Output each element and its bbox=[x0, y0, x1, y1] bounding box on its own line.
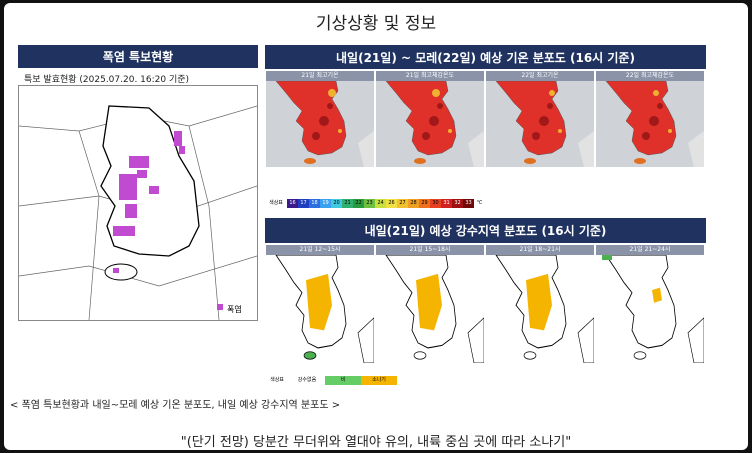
map-label: 21일 최고체감온도 bbox=[376, 71, 484, 81]
warning-legend: 폭염 bbox=[227, 305, 242, 314]
map-cell: 22일 최고체감온도 bbox=[596, 71, 704, 171]
map-cell: 21일 최고체감온도 bbox=[376, 71, 484, 171]
legend-item: 소나기 bbox=[361, 375, 397, 385]
warning-header: 폭염 특보현황 bbox=[18, 45, 258, 68]
warning-map-frame: 폭염 bbox=[18, 85, 258, 321]
map-label: 21일 21~24시 bbox=[596, 245, 704, 255]
headline: "(단기 전망) 당분간 무더위와 열대야 유의, 내륙 중심 곳에 따라 소나… bbox=[180, 435, 572, 450]
scale-value: 23 bbox=[364, 198, 375, 208]
temp-map bbox=[596, 80, 704, 167]
temp-maps: 21일 최고기온 21일 최고체감온도 22일 최고기온 22일 최고체감온도 bbox=[265, 71, 706, 171]
map-label: 21일 최고기온 bbox=[266, 71, 374, 81]
map-label: 22일 최고기온 bbox=[486, 71, 594, 81]
temp-map bbox=[266, 80, 374, 167]
map-cell: 21일 최고기온 bbox=[266, 71, 374, 171]
map-label: 21일 18~21시 bbox=[486, 245, 594, 255]
scale-value: 17 bbox=[298, 198, 309, 208]
scale-value: 30 bbox=[430, 198, 441, 208]
rain-map bbox=[266, 254, 375, 364]
rain-header: 내일(21일) 예상 강수지역 분포도 (16시 기준) bbox=[265, 218, 706, 243]
warning-subtitle: 특보 발효현황 (2025.07.20. 16:20 기준) bbox=[24, 75, 190, 85]
scale-value: 22 bbox=[353, 198, 364, 208]
scale-value: 24 bbox=[375, 198, 386, 208]
legend-item: 색상표 bbox=[270, 376, 284, 383]
temp-scale: 색상표 16 17 18 19 20 21 22 23 24 26 27 28 29 30 31 32 33 ℃ bbox=[265, 198, 706, 208]
legend-item: 강수없음 bbox=[289, 375, 325, 385]
scale-value: 16 bbox=[287, 198, 298, 208]
scale-value: 27 bbox=[397, 198, 408, 208]
scale-value: 32 bbox=[452, 198, 463, 208]
rain-map bbox=[486, 254, 595, 364]
page-title: 기상상황 및 정보 bbox=[315, 14, 437, 34]
document: 기상상황 및 정보 폭염 특보현황 특보 발효현황 (2025.07.20. 1… bbox=[4, 3, 748, 450]
scale-value: 28 bbox=[408, 198, 419, 208]
scale-value: 20 bbox=[331, 198, 342, 208]
rain-legend: 색상표 강수없음 비 소나기 bbox=[265, 374, 397, 386]
map-label: 21일 12~15시 bbox=[266, 245, 374, 255]
map-cell: 21일 12~15시 bbox=[266, 245, 375, 367]
temp-header: 내일(21일) ~ 모레(22일) 예상 기온 분포도 (16시 기준) bbox=[265, 45, 706, 69]
scale-value: 19 bbox=[320, 198, 331, 208]
map-cell: 21일 15~18시 bbox=[376, 245, 485, 367]
legend-item: 비 bbox=[325, 375, 361, 385]
scale-value: 18 bbox=[309, 198, 320, 208]
scale-unit: ℃ bbox=[476, 199, 483, 206]
scale-value: 33 bbox=[463, 198, 474, 208]
temp-map bbox=[376, 80, 484, 167]
map-cell: 22일 최고기온 bbox=[486, 71, 594, 171]
scale-value: 21 bbox=[342, 198, 353, 208]
scale-label: 색상표 bbox=[269, 199, 283, 206]
scale-value: 31 bbox=[441, 198, 452, 208]
scale-value: 26 bbox=[386, 198, 397, 208]
map-label: 21일 15~18시 bbox=[376, 245, 484, 255]
map-label: 22일 최고체감온도 bbox=[596, 71, 704, 81]
rain-map bbox=[376, 254, 485, 364]
map-cell: 21일 18~21시 bbox=[486, 245, 595, 367]
map-cell: 21일 21~24시 bbox=[596, 245, 705, 367]
caption: < 폭염 특보현황과 내일~모레 예상 기온 분포도, 내일 예상 강수지역 분… bbox=[10, 400, 341, 411]
temp-map bbox=[486, 80, 594, 167]
scale-value: 29 bbox=[419, 198, 430, 208]
rain-map bbox=[596, 254, 705, 364]
rain-maps: 21일 12~15시 21일 15~18시 21일 18~21시 21일 21~… bbox=[265, 245, 706, 371]
warning-map bbox=[18, 105, 258, 321]
